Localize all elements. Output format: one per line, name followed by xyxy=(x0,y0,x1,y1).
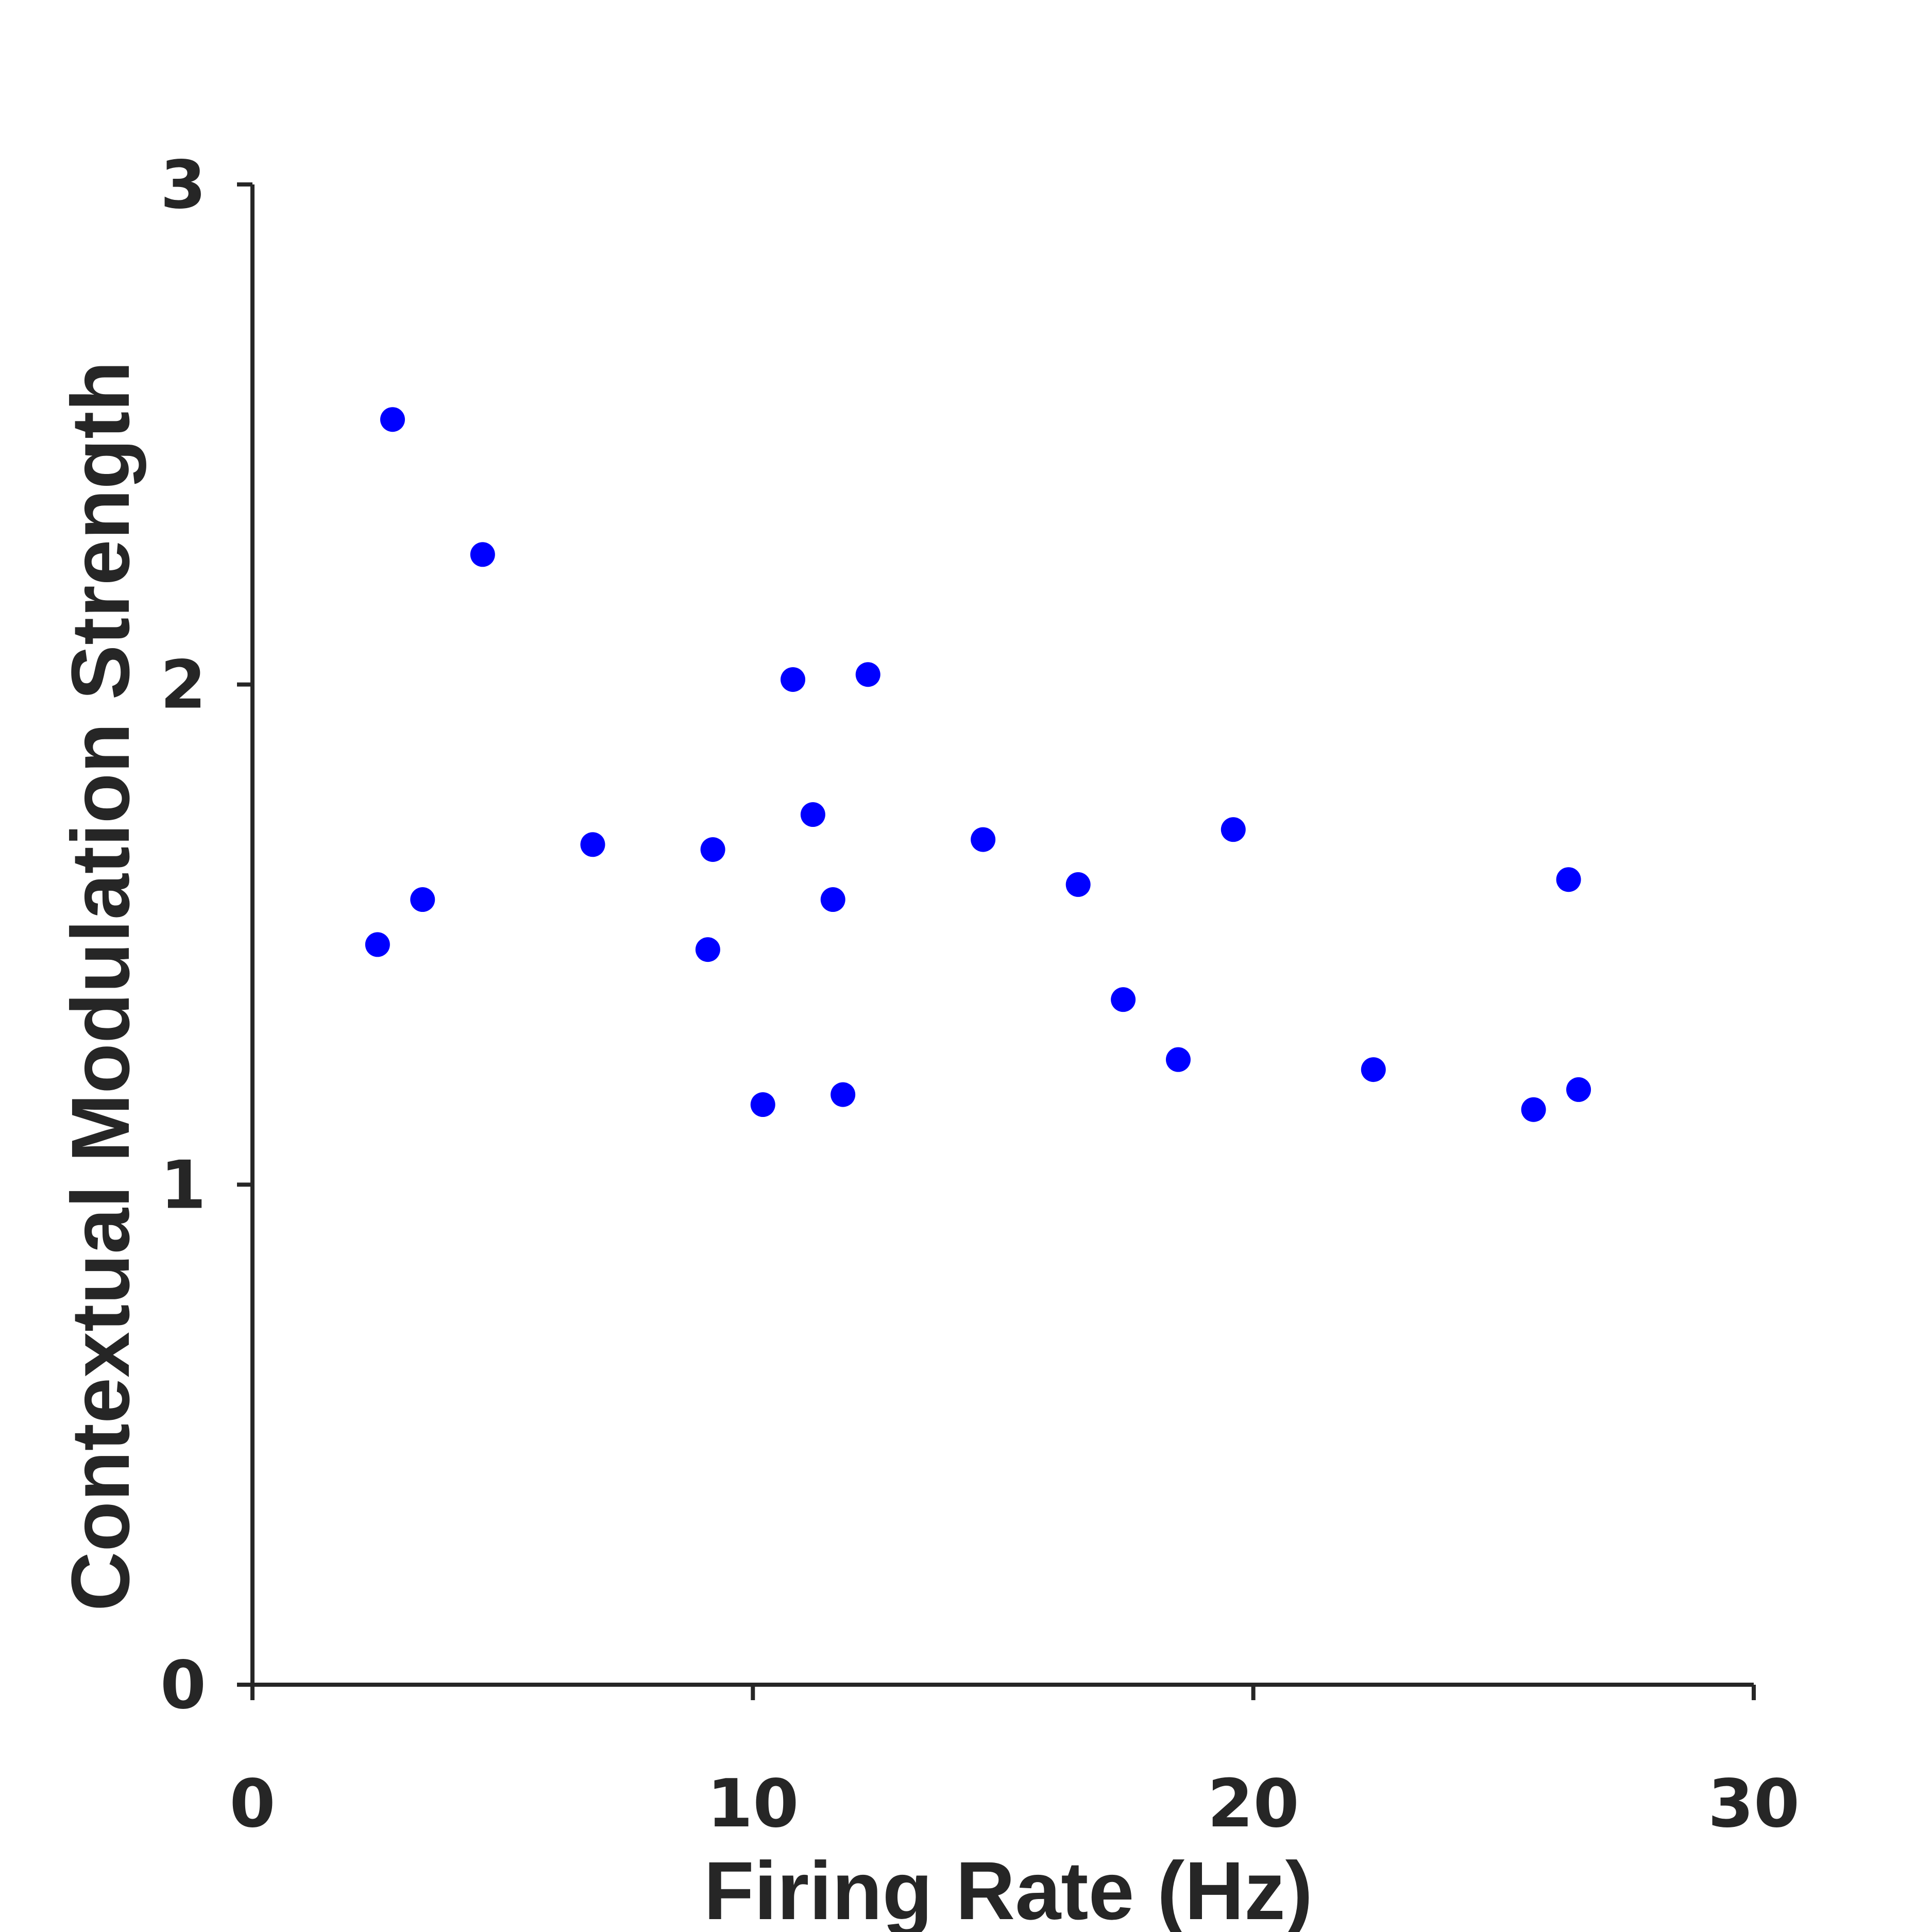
data-point xyxy=(800,802,825,827)
x-tick-label: 20 xyxy=(1208,1766,1299,1842)
data-point xyxy=(781,667,806,692)
data-point xyxy=(1065,872,1091,897)
data-point xyxy=(1111,987,1136,1012)
data-point xyxy=(1165,1047,1191,1072)
data-point xyxy=(580,832,605,857)
y-tick-label: 1 xyxy=(160,1147,206,1224)
x-ticks: 0 10 20 30 xyxy=(229,1685,1800,1842)
data-point xyxy=(820,887,845,912)
data-point xyxy=(1521,1097,1546,1122)
y-tick-label: 3 xyxy=(160,147,206,224)
x-axis-label: Firing Rate (Hz) xyxy=(704,1844,1313,1932)
data-point xyxy=(831,1082,856,1107)
data-point xyxy=(1221,817,1246,842)
data-point xyxy=(380,407,405,432)
data-point xyxy=(470,542,495,567)
data-point xyxy=(695,937,720,962)
data-point xyxy=(971,827,996,852)
data-point xyxy=(855,662,880,687)
x-tick-label: 10 xyxy=(707,1766,799,1842)
data-point xyxy=(365,932,390,957)
y-axis-label: Contextual Modulation Strength xyxy=(54,361,146,1611)
data-point xyxy=(700,837,725,862)
data-points xyxy=(365,407,1591,1122)
x-tick-label: 30 xyxy=(1708,1766,1800,1842)
data-point xyxy=(1566,1077,1591,1102)
y-ticks: 0 1 2 3 xyxy=(160,147,252,1724)
y-tick-label: 2 xyxy=(160,647,206,724)
data-point xyxy=(750,1092,775,1117)
data-point xyxy=(1361,1057,1386,1082)
data-point xyxy=(410,887,435,912)
x-tick-label: 0 xyxy=(229,1766,275,1842)
y-tick-label: 0 xyxy=(160,1647,206,1724)
axes xyxy=(250,184,1754,1687)
data-point xyxy=(1556,867,1581,892)
